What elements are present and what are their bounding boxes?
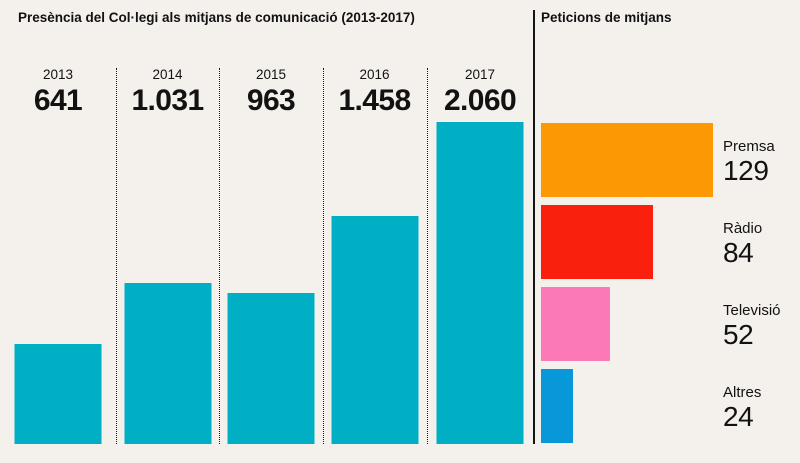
year-column-2014: 2014 1.031 [116,0,219,444]
year-label: 2016 [359,67,390,82]
panel-divider [533,10,535,444]
column-separator [323,68,324,444]
request-labels: Ràdio 84 [723,220,762,268]
column-separator [219,68,220,444]
request-labels: Premsa 129 [723,138,775,186]
presence-chart-plot: 2013 641 2014 1.031 2015 963 2016 1.458 … [0,0,534,444]
request-bar [541,287,610,361]
year-value: 641 [33,84,83,117]
year-value: 963 [246,84,296,117]
column-separator [116,68,117,444]
request-row-altres: Altres 24 [541,369,800,443]
request-labels: Altres 24 [723,384,761,432]
year-column-2015: 2015 963 [219,0,323,444]
request-bar [541,369,573,443]
request-value: 52 [723,319,754,350]
request-row-premsa: Premsa 129 [541,123,800,197]
year-column-2013: 2013 641 [0,0,116,444]
presence-bar [436,122,524,444]
request-category-label: Ràdio [723,220,763,237]
year-label: 2014 [152,67,183,82]
request-category-label: Televisió [723,302,781,319]
request-row-televisio: Televisió 52 [541,287,800,361]
year-label: 2013 [42,67,74,82]
presence-bar [14,344,102,444]
request-bar [541,123,713,197]
request-labels: Televisió 52 [723,302,781,350]
requests-chart-title: Peticions de mitjans [541,10,672,25]
year-label: 2015 [255,67,287,82]
year-value: 1.458 [338,84,411,117]
presence-chart-panel: Presència del Col·legi als mitjans de co… [0,0,534,444]
request-bar [541,205,653,279]
request-category-label: Premsa [723,138,775,155]
presence-bar [124,283,211,444]
year-column-2017: 2017 2.060 [426,0,534,444]
column-separator [427,68,428,444]
request-value: 24 [723,401,754,432]
request-value: 84 [723,237,754,268]
year-value: 1.031 [131,84,204,117]
presence-bar [331,216,418,444]
year-column-2016: 2016 1.458 [323,0,426,444]
requests-chart-panel: Peticions de mitjans Premsa 129 Ràdio 84… [534,0,800,463]
year-label: 2017 [464,67,496,82]
presence-bar [227,293,315,444]
request-row-radio: Ràdio 84 [541,205,800,279]
year-value: 2.060 [443,84,517,117]
request-category-label: Altres [723,384,762,401]
presence-chart-title: Presència del Col·legi als mitjans de co… [18,10,415,25]
request-value: 129 [723,155,769,186]
